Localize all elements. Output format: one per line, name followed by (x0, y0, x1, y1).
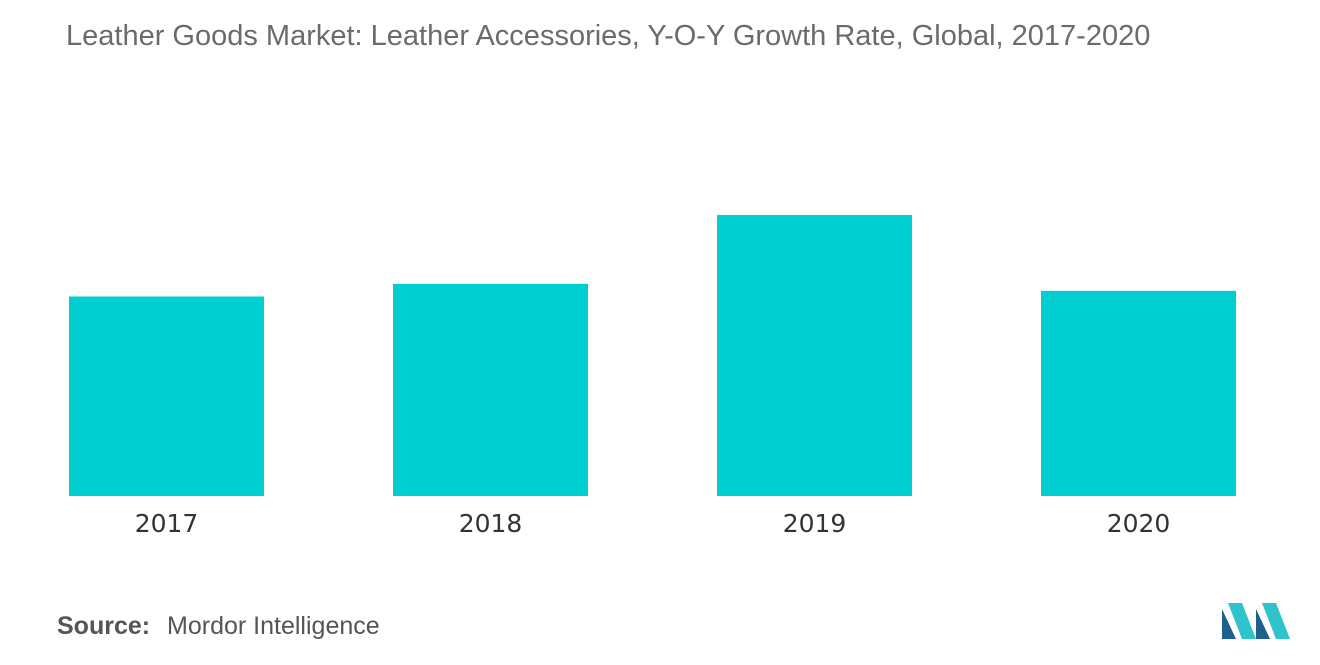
mordor-logo-icon (1222, 603, 1290, 639)
x-tick-label-2017: 2017 (135, 509, 199, 538)
bar-2017 (69, 296, 264, 496)
x-tick-label-2019: 2019 (783, 509, 847, 538)
bar-2018 (393, 283, 588, 496)
source-note: Source: Mordor Intelligence (57, 612, 380, 641)
source-label: Source: (57, 612, 151, 640)
bar-2020 (1041, 290, 1236, 496)
x-tick-label-2020: 2020 (1107, 509, 1171, 538)
x-tick-label-2018: 2018 (459, 509, 523, 538)
chart-title: Leather Goods Market: Leather Accessorie… (66, 20, 1151, 52)
bars-group (69, 215, 1236, 496)
x-tick-labels: 2017 2018 2019 2020 (135, 509, 1171, 538)
source-value: Mordor Intelligence (167, 612, 380, 640)
bar-2019 (717, 215, 912, 496)
